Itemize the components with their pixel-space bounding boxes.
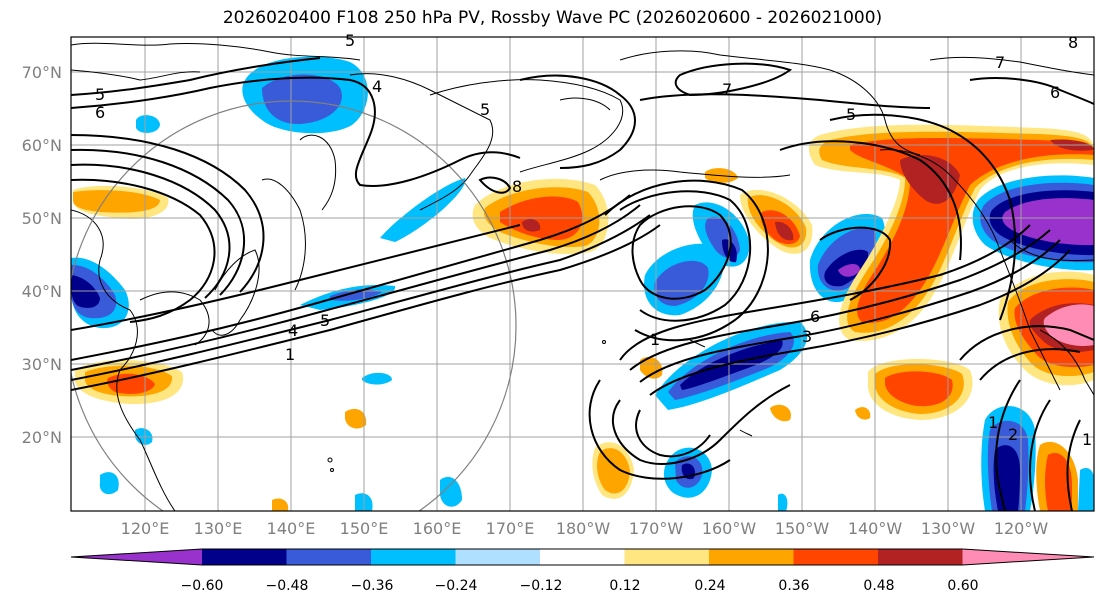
contour-label: 8 (1068, 33, 1078, 52)
colorbar-tick: −0.48 (266, 578, 309, 594)
coastlines (71, 42, 1094, 511)
lat-label: 20°N (22, 428, 62, 447)
colorbar-tick: −0.36 (351, 578, 394, 594)
contours (71, 57, 1094, 511)
contour-label: 4 (372, 77, 382, 96)
lat-label: 60°N (22, 136, 62, 155)
reference-circle (71, 100, 517, 511)
lon-label: 180°W (556, 519, 611, 538)
colorbar-segment (540, 549, 625, 565)
lon-label: 160°W (702, 519, 757, 538)
lat-label: 70°N (22, 63, 62, 82)
longitude-labels: 120°E 130°E 140°E 150°E 160°E 170°E 180°… (121, 519, 1049, 538)
contour-label: 6 (810, 307, 820, 326)
colorbar-segment (878, 549, 963, 565)
latitude-labels: 70°N 60°N 50°N 40°N 30°N 20°N (22, 63, 62, 447)
lon-label: 140°E (267, 519, 316, 538)
contour-label: 8 (512, 177, 522, 196)
colorbar-segment (455, 549, 541, 565)
colorbar-tick: −0.24 (435, 578, 478, 594)
colorbar-tick: −0.12 (520, 578, 563, 594)
colorbar-tick: 0.60 (947, 578, 978, 594)
colorbar-tick: 0.48 (863, 578, 894, 594)
contour-label: 1 (1082, 430, 1092, 449)
lon-label: 150°W (775, 519, 830, 538)
contour-label: 5 (320, 311, 330, 330)
contour-label: 3 (802, 327, 812, 346)
colorbar-segment (286, 549, 372, 565)
contour-label: 7 (722, 80, 732, 99)
contour-label: 6 (95, 103, 105, 122)
colorbar-tick: 0.36 (778, 578, 809, 594)
contour-label: 7 (995, 53, 1005, 72)
colorbar-segment (624, 549, 710, 565)
colorbar-tick: 0.24 (694, 578, 725, 594)
map-title: 2026020400 F108 250 hPa PV, Rossby Wave … (222, 8, 883, 28)
lon-label: 140°W (848, 519, 903, 538)
lon-label: 120°E (121, 519, 170, 538)
contour-labels: 5 6 4 5 5 7 6 5 7 8 8 1 1 5 4 6 3 1 2 1 (95, 31, 1092, 449)
blob-okhotsk (242, 56, 368, 134)
contour-label: 2 (1008, 425, 1018, 444)
lon-label: 130°E (194, 519, 243, 538)
lon-label: 170°W (629, 519, 684, 538)
contour-label: 1 (988, 413, 998, 432)
lat-label: 30°N (22, 355, 62, 374)
lon-label: 160°E (413, 519, 462, 538)
map-frame (70, 36, 1095, 512)
colorbar-segment (202, 549, 287, 565)
contour-label: 5 (345, 31, 355, 50)
contour-label: 5 (480, 100, 490, 119)
colorbar-segment (709, 549, 794, 565)
colorbar-tick: −0.60 (181, 578, 224, 594)
colorbar-extend-high (962, 549, 1094, 565)
contour-label: 5 (846, 105, 856, 124)
colorbar-tick: 0.12 (609, 578, 640, 594)
lon-label: 170°E (486, 519, 535, 538)
lon-label: 150°E (340, 519, 389, 538)
colorbar-segment (793, 549, 879, 565)
contour-label: 4 (288, 321, 298, 340)
contour-label: 1 (285, 345, 295, 364)
contour-label: 5 (95, 85, 105, 104)
colorbar-outline (70, 548, 1095, 566)
lon-label: 120°W (994, 519, 1049, 538)
colorbar-ticks: −0.60 −0.48 −0.36 −0.24 −0.12 0.12 0.24 … (181, 578, 979, 594)
colorbar-segment (371, 549, 456, 565)
colorbar (70, 548, 1095, 566)
contour-label: 1 (650, 330, 660, 349)
colorbar-extend-low (71, 549, 202, 565)
contour-label: 6 (1050, 83, 1060, 102)
lon-label: 130°W (921, 519, 976, 538)
lat-label: 40°N (22, 282, 62, 301)
lat-label: 50°N (22, 209, 62, 228)
